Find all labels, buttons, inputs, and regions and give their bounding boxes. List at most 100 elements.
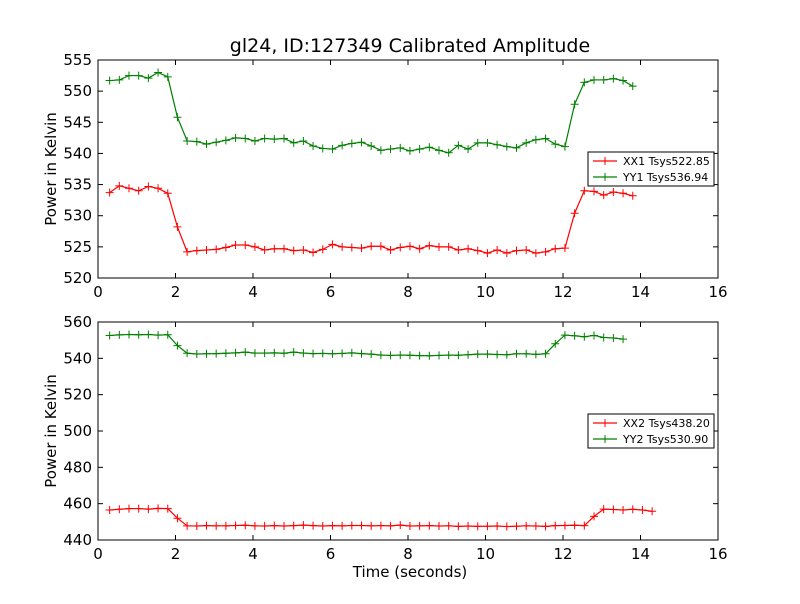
data-point (570, 521, 579, 530)
data-point (163, 189, 172, 198)
data-point (493, 522, 502, 531)
data-point (144, 182, 153, 191)
data-point (483, 350, 492, 359)
y-axis-label: Power in Kelvin (42, 112, 60, 226)
data-point (483, 522, 492, 531)
data-point (367, 350, 376, 359)
data-point (502, 522, 511, 531)
data-point (338, 141, 347, 150)
data-point (590, 512, 598, 521)
data-point (415, 244, 424, 253)
data-point (260, 349, 269, 358)
data-point (444, 521, 453, 530)
data-point (144, 505, 153, 514)
plot-frame (97, 59, 719, 279)
data-point (154, 68, 163, 77)
data-point (502, 142, 511, 151)
data-point (192, 246, 201, 255)
data-point (250, 242, 259, 251)
data-point (580, 78, 589, 87)
data-point (173, 514, 182, 523)
data-point (309, 141, 318, 150)
data-point (309, 521, 318, 530)
data-point (541, 349, 550, 358)
data-point (415, 145, 424, 154)
data-point (638, 506, 647, 515)
data-point (202, 140, 211, 149)
data-point (376, 242, 385, 251)
data-point (473, 138, 482, 147)
data-point (347, 139, 356, 148)
data-point (580, 521, 589, 530)
data-point (541, 134, 550, 143)
data-point (328, 145, 337, 154)
data-point (531, 135, 540, 144)
data-point (435, 351, 443, 360)
data-point (163, 330, 172, 339)
x-tick-label: 4 (248, 545, 258, 563)
top-panel: 0 2 4 6 8 10 12 14 16 520 525 530 535 540 545 550 555 Pow… (42, 51, 728, 301)
x-tick-label: 4 (248, 283, 258, 301)
x-tick-label: 0 (93, 283, 103, 301)
data-point (376, 521, 385, 530)
data-point (590, 187, 598, 196)
legend-marker (601, 435, 609, 443)
data-point (221, 243, 230, 252)
data-point (163, 72, 172, 81)
data-point (493, 140, 502, 149)
data-point (444, 242, 453, 251)
data-point (299, 349, 308, 358)
data-point (570, 331, 579, 340)
data-point (163, 504, 172, 513)
data-point (493, 245, 502, 254)
data-point (405, 351, 414, 360)
data-point (357, 349, 366, 358)
data-point (493, 350, 502, 359)
series-green (105, 330, 628, 360)
y-tick-label: 535 (63, 176, 92, 194)
legend-box (587, 413, 715, 449)
x-tick-label: 12 (553, 545, 572, 563)
data-point (347, 348, 356, 357)
data-point (560, 244, 569, 253)
data-point (134, 330, 143, 339)
x-tick-label: 14 (631, 545, 650, 563)
y-tick-label: 530 (63, 207, 92, 225)
x-tick-label: 12 (553, 283, 572, 301)
legend: XX2 Tsys438.20 YY2 Tsys530.90 (587, 413, 715, 449)
x-tick-label: 8 (403, 545, 413, 563)
data-point (105, 76, 114, 85)
data-point (444, 351, 453, 360)
data-point (425, 143, 434, 152)
data-point (125, 330, 133, 339)
data-point (125, 504, 133, 513)
data-point (289, 138, 298, 147)
data-point (280, 349, 288, 358)
x-tick-label: 10 (476, 545, 495, 563)
data-point (299, 136, 308, 145)
data-point (231, 133, 240, 142)
data-point (512, 143, 521, 152)
data-point (241, 521, 250, 530)
data-point (221, 521, 230, 530)
y-tick-label: 460 (63, 495, 92, 513)
legend: XX1 Tsys522.85 YY1 Tsys536.94 (587, 151, 715, 187)
data-point (115, 330, 124, 339)
data-point (173, 341, 182, 350)
y-tick-label: 540 (63, 349, 92, 367)
data-point (396, 143, 405, 152)
y-tick-label: 440 (63, 531, 92, 549)
data-point (405, 242, 414, 251)
data-point (212, 349, 221, 358)
data-point (570, 209, 579, 218)
data-point (134, 71, 143, 80)
data-point (628, 505, 637, 514)
data-point (619, 335, 628, 344)
data-point (347, 521, 356, 530)
data-point (599, 191, 608, 200)
data-point (483, 138, 492, 147)
data-point (590, 331, 598, 340)
data-point (619, 189, 628, 198)
